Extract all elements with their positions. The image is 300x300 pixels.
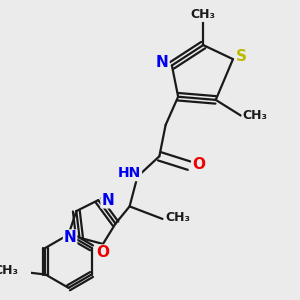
Text: CH₃: CH₃ xyxy=(242,109,267,122)
Text: N: N xyxy=(101,193,114,208)
Text: S: S xyxy=(236,49,247,64)
Text: O: O xyxy=(192,157,205,172)
Text: CH₃: CH₃ xyxy=(0,264,18,277)
Text: N: N xyxy=(64,230,76,245)
Text: CH₃: CH₃ xyxy=(165,211,190,224)
Text: O: O xyxy=(97,245,110,260)
Text: HN: HN xyxy=(118,167,141,181)
Text: CH₃: CH₃ xyxy=(191,8,216,21)
Text: N: N xyxy=(156,56,169,70)
